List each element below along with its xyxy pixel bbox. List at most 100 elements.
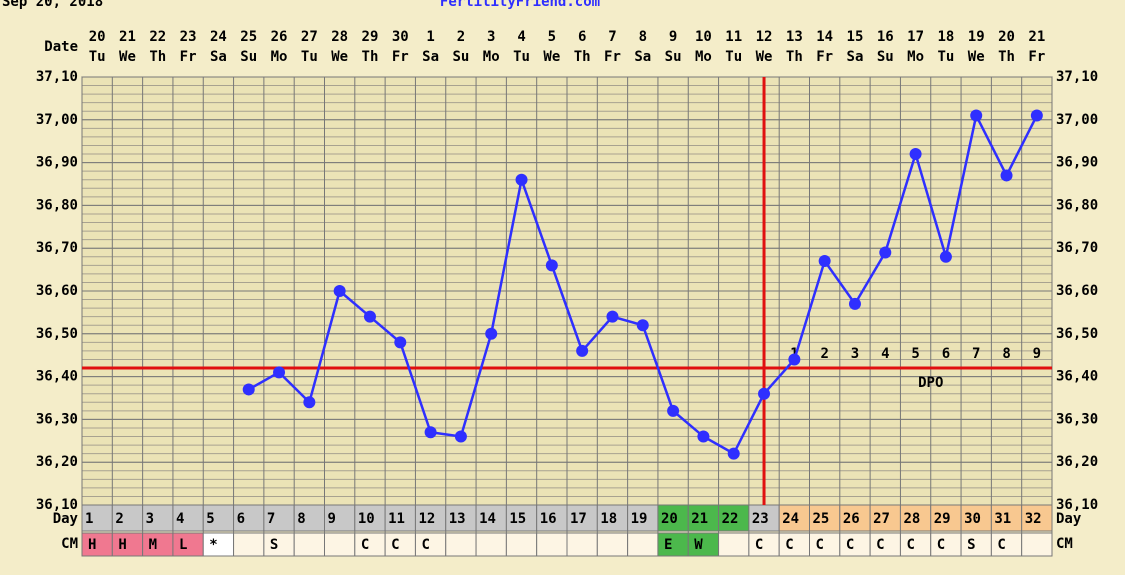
y-tick-label: 36,50 bbox=[36, 326, 78, 342]
cm-value: H bbox=[118, 537, 126, 553]
date-label: 8 bbox=[639, 29, 647, 45]
date-label: 9 bbox=[669, 29, 677, 45]
day-number: 23 bbox=[752, 511, 769, 527]
temperature-point bbox=[1000, 169, 1013, 182]
y2-tick-label: 36,60 bbox=[1056, 283, 1098, 299]
cm-cell bbox=[475, 532, 507, 557]
y-tick-label: 36,40 bbox=[36, 369, 78, 385]
day-cell bbox=[475, 504, 507, 532]
date-label: 22 bbox=[149, 29, 166, 45]
dpo-number: 4 bbox=[881, 346, 889, 362]
temperature-point bbox=[818, 255, 831, 268]
y2-tick-label: 36,40 bbox=[1056, 369, 1098, 385]
day-cell bbox=[809, 504, 841, 532]
temperature-point bbox=[606, 310, 619, 323]
site-name: FertilityFriend.com bbox=[440, 0, 600, 10]
date-label: 14 bbox=[816, 29, 833, 45]
day-cell bbox=[899, 504, 932, 532]
weekday-label: Mo bbox=[483, 49, 500, 65]
y2-tick-label: 36,80 bbox=[1056, 197, 1098, 213]
cm-cell bbox=[263, 532, 295, 557]
cm-value: S bbox=[967, 537, 975, 553]
day-cell bbox=[414, 504, 447, 532]
weekday-label: Fr bbox=[1028, 49, 1045, 65]
temperature-point bbox=[545, 259, 558, 272]
temperature-point bbox=[273, 366, 286, 379]
weekday-label: Sa bbox=[422, 49, 439, 65]
date-label: 11 bbox=[725, 29, 742, 45]
day-cell bbox=[111, 504, 144, 532]
date-label: 21 bbox=[119, 29, 136, 45]
weekday-label: Su bbox=[452, 49, 469, 65]
cm-cell bbox=[809, 532, 841, 557]
temperature-point bbox=[758, 387, 771, 400]
temperature-point bbox=[242, 383, 255, 396]
cm-value: C bbox=[937, 537, 945, 553]
y-tick-label: 37,10 bbox=[36, 69, 78, 85]
weekday-label: Fr bbox=[180, 49, 197, 65]
cm-value: C bbox=[391, 537, 399, 553]
day-cell bbox=[627, 504, 659, 532]
cm-cell bbox=[536, 532, 568, 557]
weekday-label: Tu bbox=[725, 49, 742, 65]
weekday-label: Mo bbox=[271, 49, 288, 65]
day-number: 3 bbox=[146, 511, 154, 527]
cm-value: W bbox=[694, 537, 703, 553]
day-number: 7 bbox=[267, 511, 275, 527]
temperature-point bbox=[363, 310, 376, 323]
day-number: 24 bbox=[782, 511, 799, 527]
cm-value: C bbox=[997, 537, 1005, 553]
temperature-point bbox=[727, 447, 740, 460]
cm-cell bbox=[324, 532, 356, 557]
cm-value: E bbox=[664, 537, 672, 553]
cm-cell bbox=[627, 532, 659, 557]
date-label: 16 bbox=[877, 29, 894, 45]
day-number: 30 bbox=[964, 511, 981, 527]
y2-tick-label: 36,10 bbox=[1056, 497, 1098, 513]
day-number: 18 bbox=[600, 511, 617, 527]
cm-value: * bbox=[209, 537, 217, 553]
day-cell bbox=[960, 504, 992, 532]
cm-cell bbox=[111, 532, 144, 557]
date-label: 10 bbox=[695, 29, 712, 45]
date-label: 27 bbox=[301, 29, 318, 45]
weekday-label: Sa bbox=[210, 49, 227, 65]
cm-cell bbox=[748, 532, 780, 557]
day-number: 5 bbox=[206, 511, 214, 527]
cm-cell bbox=[839, 532, 871, 557]
cm-cell bbox=[293, 532, 325, 557]
day-number: 29 bbox=[934, 511, 951, 527]
day-number: 8 bbox=[297, 511, 305, 527]
cm-value: M bbox=[149, 537, 157, 553]
dpo-number: 7 bbox=[972, 346, 980, 362]
weekday-label: Th bbox=[149, 49, 166, 65]
cm-cell bbox=[202, 532, 235, 557]
y-tick-label: 36,80 bbox=[36, 197, 78, 213]
temperature-point bbox=[788, 353, 801, 366]
cm-cell bbox=[960, 532, 992, 557]
day-number: 19 bbox=[631, 511, 648, 527]
weekday-label: Th bbox=[998, 49, 1015, 65]
day-number: 21 bbox=[691, 511, 708, 527]
date-label: 26 bbox=[271, 29, 288, 45]
header-date: Sep 20, 2018 bbox=[2, 0, 103, 10]
day-cell bbox=[990, 504, 1023, 532]
weekday-label: Th bbox=[574, 49, 591, 65]
dpo-number: 8 bbox=[1002, 346, 1010, 362]
date-label: 20 bbox=[89, 29, 106, 45]
y2-tick-label: 36,50 bbox=[1056, 326, 1098, 342]
temperature-point bbox=[333, 285, 346, 297]
day-number: 9 bbox=[328, 511, 336, 527]
cm-cell bbox=[142, 532, 174, 557]
cm-cell bbox=[930, 532, 962, 557]
cm-cell bbox=[81, 532, 113, 557]
y-tick-label: 36,70 bbox=[36, 240, 78, 256]
day-label-right: Day bbox=[1056, 511, 1082, 527]
temperature-point bbox=[909, 148, 922, 161]
day-number: 13 bbox=[449, 511, 466, 527]
day-number: 31 bbox=[994, 511, 1011, 527]
day-number: 32 bbox=[1025, 511, 1042, 527]
day-cell bbox=[293, 504, 325, 532]
weekday-label: Mo bbox=[695, 49, 712, 65]
